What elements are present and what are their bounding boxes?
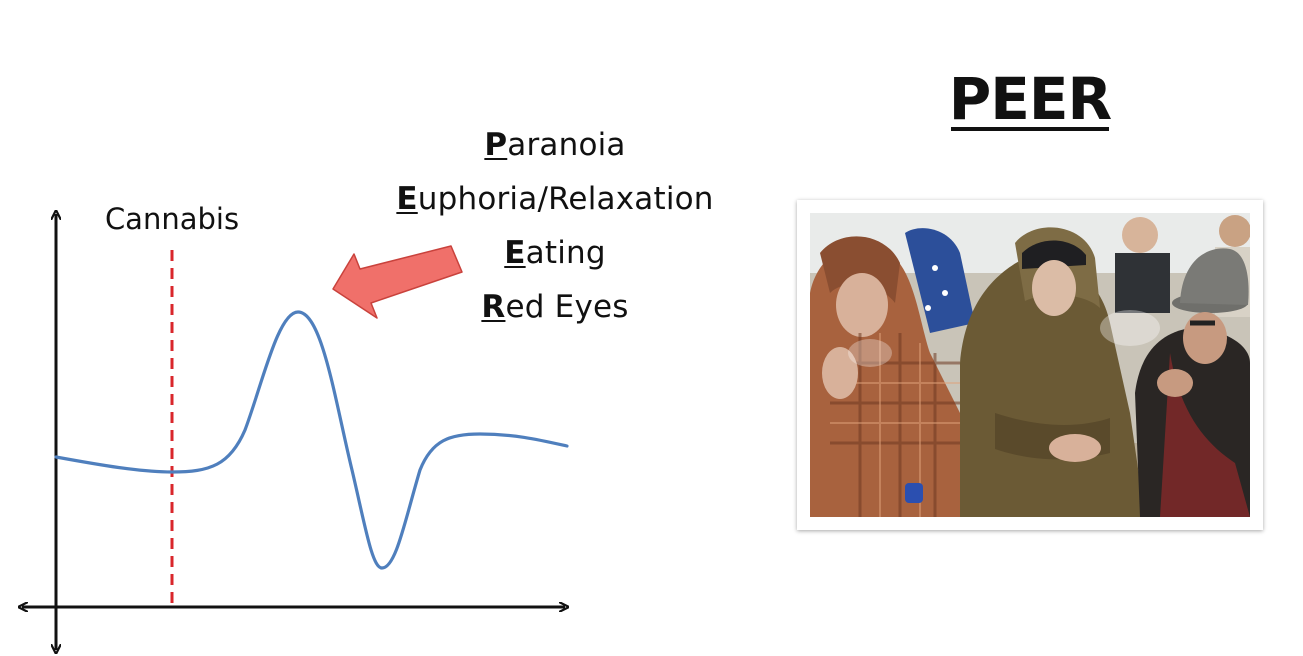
effect-initial: E [396,181,418,217]
effect-rest: uphoria/Relaxation [417,181,714,217]
effect-rest: ating [525,235,606,271]
effect-eating: Eating [380,226,730,280]
effect-rest: ed Eyes [505,289,629,325]
effect-rest: aranoia [507,127,626,163]
cannabis-label: Cannabis [105,202,239,236]
peak-pointer-arrow [332,245,463,319]
effect-euphoria: Euphoria/Relaxation [380,172,730,226]
effect-red-eyes: Red Eyes [380,280,730,334]
effect-initial: R [481,289,506,325]
peer-photo-frame [797,200,1263,530]
effect-paranoia: Paranoia [380,118,730,172]
effects-list: Paranoia Euphoria/Relaxation Eating Red … [380,118,730,334]
effect-initial: P [484,127,508,163]
peer-title: PEER [948,65,1112,133]
group-smoking-photo-icon [810,213,1250,517]
peer-title-underline [951,127,1109,131]
response-curve [54,310,569,570]
effect-initial: E [504,235,526,271]
peer-photo-illustration [810,213,1250,517]
